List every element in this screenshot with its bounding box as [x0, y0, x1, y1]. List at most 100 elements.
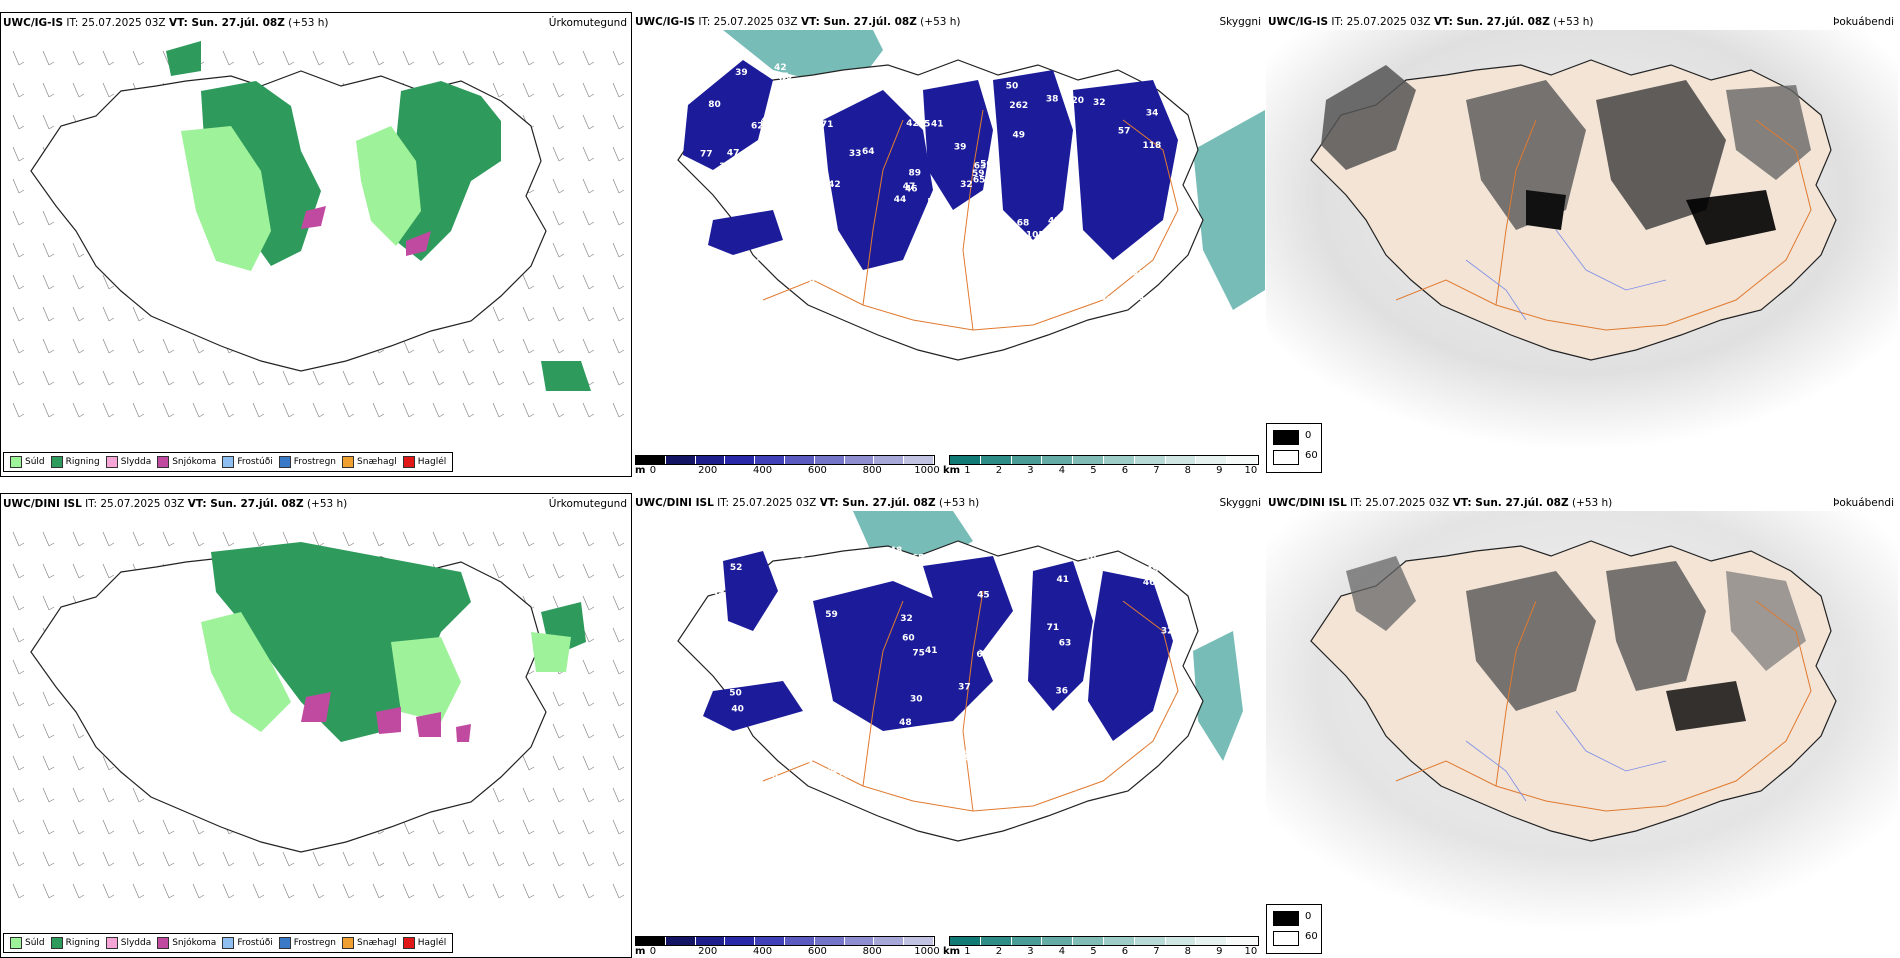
- model-name: UWC/IG-IS: [1268, 16, 1329, 28]
- wind-barb: [42, 402, 55, 418]
- cloud-base-label: 65: [973, 176, 986, 186]
- wind-barb: [582, 146, 595, 162]
- wind-barb: [462, 883, 475, 899]
- wind-barb: [492, 787, 505, 803]
- cloud-base-label: 59: [929, 76, 942, 86]
- wind-barb: [582, 595, 595, 611]
- wind-barb: [72, 82, 85, 98]
- cloud-base-label: 55: [927, 198, 940, 208]
- colorbar-segment: [1103, 456, 1135, 464]
- wind-barb: [12, 50, 25, 66]
- wind-barb: [432, 819, 445, 835]
- wind-barb: [132, 851, 145, 867]
- colorbar-tick: 1000: [914, 946, 940, 957]
- legend-item: Rigning: [50, 937, 100, 949]
- colorbar-segment: [1196, 456, 1228, 464]
- cloud-base-label: 54: [911, 272, 924, 282]
- wind-barb: [372, 50, 385, 66]
- fog-map: [1266, 511, 1898, 931]
- wind-barb: [492, 531, 505, 547]
- rivers: [1465, 229, 1667, 321]
- wind-barb: [132, 883, 145, 899]
- wind-barb: [42, 82, 55, 98]
- cloud-base-label: 61: [948, 729, 961, 739]
- panel-header: UWC/DINI ISL IT: 25.07.2025 03Z VT: Sun.…: [635, 497, 1261, 511]
- colorbar-segment: [1165, 937, 1197, 945]
- cloud-base-label: 71: [821, 120, 834, 130]
- wind-barb: [12, 306, 25, 322]
- wind-barb: [72, 563, 85, 579]
- wind-barb: [492, 402, 505, 418]
- wind-barb: [102, 563, 115, 579]
- fog-legend: 0 60: [1266, 423, 1322, 473]
- cloud-base-label: 66: [1162, 766, 1175, 776]
- colorbar-tick: 200: [698, 465, 718, 476]
- wind-barb: [612, 50, 625, 66]
- cloud-base-label: 42: [774, 63, 787, 73]
- wind-barb: [552, 242, 565, 258]
- cloud-base-label: 64: [862, 147, 875, 157]
- wind-barb: [582, 242, 595, 258]
- legend-item: Haglél: [402, 456, 446, 468]
- cloud-base-label: 34: [798, 158, 811, 168]
- cloud-base-label: 120: [1065, 96, 1084, 106]
- wind-barb: [102, 370, 115, 386]
- wind-barb: [522, 563, 535, 579]
- cloud-base-label: 408: [1004, 624, 1023, 634]
- wind-barb: [462, 370, 475, 386]
- wind-barb: [522, 531, 535, 547]
- wind-barb: [522, 82, 535, 98]
- legend-label: Slydda: [120, 938, 152, 948]
- precip-legend: Súld Rigning Slydda Snjókoma Frostúði Frostre…: [3, 452, 454, 472]
- wind-barb: [582, 819, 595, 835]
- wind-barb: [492, 563, 505, 579]
- colorbar-tick: 400: [752, 465, 773, 476]
- wind-barb: [222, 531, 235, 547]
- cloud-base-label: 32: [1093, 98, 1106, 108]
- cloud-base-label: 41: [931, 119, 944, 129]
- legend-label: Súld: [25, 457, 45, 467]
- cloud-base-label: 50: [980, 159, 993, 169]
- fog-legend: 0 60: [1266, 904, 1322, 954]
- colorbar-segment: [665, 937, 696, 945]
- precip-map: [12, 41, 625, 418]
- wind-barb: [12, 82, 25, 98]
- legend-swatch: [278, 456, 291, 468]
- model-name: UWC/IG-IS: [635, 16, 696, 28]
- colorbar-tick: 600: [807, 465, 827, 476]
- wind-barb: [102, 50, 115, 66]
- wind-barb: [612, 274, 625, 290]
- precip-type-panel: UWC/DINI ISL IT: 25.07.2025 03Z VT: Sun.…: [0, 493, 632, 958]
- colorbar-tick: 5: [1090, 465, 1097, 476]
- wind-barb: [102, 851, 115, 867]
- lead-time: (+53 h): [1571, 497, 1613, 509]
- wind-barb: [312, 531, 325, 547]
- colorbar-segment: [1134, 937, 1166, 945]
- cloud-base-label: 39: [719, 162, 732, 172]
- wind-barb: [582, 691, 595, 707]
- legend-item: Snjókoma: [157, 937, 216, 949]
- wind-barb: [42, 242, 55, 258]
- wind-barb: [72, 755, 85, 771]
- colorbar-tick: 200: [698, 946, 718, 957]
- cloud-base-label: 62: [976, 650, 989, 660]
- cloud-base-label: 58: [793, 550, 806, 560]
- wind-barb: [42, 883, 55, 899]
- wind-barb: [342, 370, 355, 386]
- wind-barb: [402, 402, 415, 418]
- cloud-base-label: 34: [1146, 108, 1159, 118]
- cloud-map: 50 65 71 49 54 52 44 45 32 30 41 36 48 33 45 41 54 68 37 48…: [677, 511, 1243, 842]
- colorbar-segment: [1227, 937, 1258, 945]
- cloud-base-label: 39: [954, 142, 967, 152]
- init-time: IT: 25.07.2025 03Z: [1350, 497, 1450, 509]
- cloud-base-label: 45: [789, 597, 802, 607]
- cloud-base-label: 44: [1065, 784, 1078, 794]
- legend-item: Frostúði: [222, 456, 273, 468]
- colorbar-segment: [755, 937, 785, 945]
- colorbar-tick: 400: [752, 946, 773, 957]
- wind-barb: [42, 531, 55, 547]
- wind-barb: [582, 274, 595, 290]
- colorbar-tick: 6: [1121, 465, 1129, 476]
- wind-barb: [492, 851, 505, 867]
- fog-legend-swatch-low: [1273, 430, 1299, 445]
